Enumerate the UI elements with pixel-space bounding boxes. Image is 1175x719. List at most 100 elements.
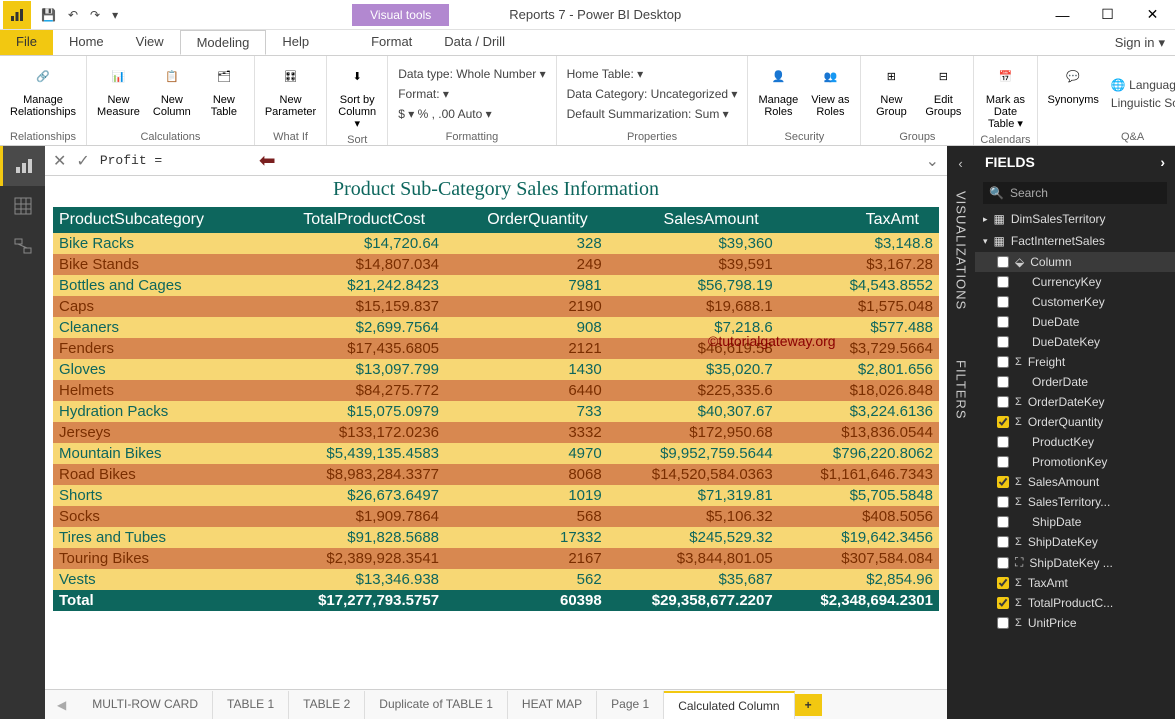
formula-expand-button[interactable]: ⌄ xyxy=(926,151,939,171)
view-as-roles-button[interactable]: 👥View as Roles xyxy=(806,58,854,129)
field-checkbox[interactable] xyxy=(997,316,1009,328)
field-checkbox[interactable] xyxy=(997,557,1009,569)
column-header[interactable]: OrderQuantity xyxy=(445,207,608,233)
redo-icon[interactable]: ↷ xyxy=(86,6,104,24)
mark-date-table-button[interactable]: 📅Mark as Date Table ▾ xyxy=(980,58,1030,132)
field-checkbox[interactable] xyxy=(997,296,1009,308)
field-item[interactable]: OrderDate xyxy=(975,372,1175,392)
table-row[interactable]: Shorts$26,673.64971019$71,319.81$5,705.5… xyxy=(53,485,939,506)
field-item[interactable]: ΣTaxAmt xyxy=(975,573,1175,593)
field-checkbox[interactable] xyxy=(997,496,1009,508)
field-item[interactable]: ProductKey xyxy=(975,432,1175,452)
save-icon[interactable]: 💾 xyxy=(37,6,60,24)
table-row[interactable]: Tires and Tubes$91,828.568817332$245,529… xyxy=(53,527,939,548)
datacategory-dropdown[interactable]: Data Category: Uncategorized ▾ xyxy=(563,86,742,102)
column-header[interactable]: TotalProductCost xyxy=(255,207,445,233)
field-item[interactable]: DueDateKey xyxy=(975,332,1175,352)
datadrill-tab[interactable]: Data / Drill xyxy=(428,30,521,55)
table-row[interactable]: Road Bikes$8,983,284.33778068$14,520,584… xyxy=(53,464,939,485)
page-tab[interactable]: HEAT MAP xyxy=(508,691,597,719)
manage-relationships-button[interactable]: 🔗Manage Relationships xyxy=(6,58,80,129)
table-item[interactable]: ▾▦FactInternetSales xyxy=(975,230,1175,252)
field-checkbox[interactable] xyxy=(997,356,1009,368)
page-tab[interactable]: TABLE 1 xyxy=(213,691,289,719)
field-item[interactable]: ΣFreight xyxy=(975,352,1175,372)
currency-controls[interactable]: $ ▾ % , .00 Auto ▾ xyxy=(394,106,549,122)
pagetabs-prev-icon[interactable]: ◀ xyxy=(45,698,78,712)
report-canvas[interactable]: Product Sub-Category Sales Information P… xyxy=(45,176,947,689)
table-row[interactable]: Hydration Packs$15,075.0979733$40,307.67… xyxy=(53,401,939,422)
page-tab[interactable]: Page 1 xyxy=(597,691,664,719)
table-row[interactable]: Bottles and Cages$21,242.84237981$56,798… xyxy=(53,275,939,296)
language-dropdown[interactable]: 🌐 Language ▾ xyxy=(1107,77,1175,93)
view-tab[interactable]: View xyxy=(120,30,180,55)
datatype-dropdown[interactable]: Data type: Whole Number ▾ xyxy=(394,66,549,82)
field-checkbox[interactable] xyxy=(997,256,1009,268)
table-row[interactable]: Touring Bikes$2,389,928.35412167$3,844,8… xyxy=(53,548,939,569)
file-menu[interactable]: File xyxy=(0,30,53,55)
field-item[interactable]: ⬙Column xyxy=(975,252,1175,272)
page-tab[interactable]: TABLE 2 xyxy=(289,691,365,719)
field-item[interactable]: CurrencyKey xyxy=(975,272,1175,292)
column-header[interactable]: TaxAmt xyxy=(779,207,939,233)
field-checkbox[interactable] xyxy=(997,376,1009,388)
table-row[interactable]: Bike Stands$14,807.034249$39,591$3,167.2… xyxy=(53,254,939,275)
new-group-button[interactable]: ⊞New Group xyxy=(867,58,915,129)
maximize-button[interactable]: ☐ xyxy=(1085,0,1130,30)
column-header[interactable]: ProductSubcategory xyxy=(53,207,255,233)
sort-by-column-button[interactable]: ⬇Sort by Column ▾ xyxy=(333,58,381,132)
new-parameter-button[interactable]: 🎛New Parameter xyxy=(261,58,320,129)
chevron-right-icon[interactable]: › xyxy=(1160,154,1165,170)
manage-roles-button[interactable]: 👤Manage Roles xyxy=(754,58,802,129)
field-checkbox[interactable] xyxy=(997,456,1009,468)
page-tab[interactable]: Calculated Column xyxy=(664,691,794,719)
field-item[interactable]: ΣOrderDateKey xyxy=(975,392,1175,412)
new-measure-button[interactable]: 📊New Measure xyxy=(93,58,144,129)
field-checkbox[interactable] xyxy=(997,516,1009,528)
table-row[interactable]: Mountain Bikes$5,439,135.45834970$9,952,… xyxy=(53,443,939,464)
home-tab[interactable]: Home xyxy=(53,30,120,55)
table-row[interactable]: Vests$13,346.938562$35,687$2,854.96 xyxy=(53,569,939,590)
synonyms-button[interactable]: 💬Synonyms xyxy=(1044,58,1103,129)
field-item[interactable]: ΣUnitPrice xyxy=(975,613,1175,633)
field-checkbox[interactable] xyxy=(997,577,1009,589)
hometable-dropdown[interactable]: Home Table: ▾ xyxy=(563,66,742,82)
data-view-button[interactable] xyxy=(0,186,45,226)
field-checkbox[interactable] xyxy=(997,536,1009,548)
page-tab[interactable]: Duplicate of TABLE 1 xyxy=(365,691,508,719)
field-item[interactable]: ΣShipDateKey xyxy=(975,532,1175,552)
field-checkbox[interactable] xyxy=(997,597,1009,609)
new-column-button[interactable]: 📋New Column xyxy=(148,58,196,129)
table-item[interactable]: ▸▦DimSalesTerritory xyxy=(975,208,1175,230)
table-row[interactable]: Socks$1,909.7864568$5,106.32$408.5056 xyxy=(53,506,939,527)
visualizations-pane-collapsed[interactable]: ‹ VISUALIZATIONS FILTERS xyxy=(947,146,975,719)
field-checkbox[interactable] xyxy=(997,416,1009,428)
field-item[interactable]: ShipDate xyxy=(975,512,1175,532)
close-button[interactable]: ✕ xyxy=(1130,0,1175,30)
linguistic-schema-dropdown[interactable]: Linguistic Schema ▾ xyxy=(1107,95,1175,111)
format-dropdown[interactable]: Format: ▾ xyxy=(394,86,549,102)
page-tab[interactable]: MULTI-ROW CARD xyxy=(78,691,213,719)
fields-search[interactable]: 🔍 Search xyxy=(983,182,1167,204)
model-view-button[interactable] xyxy=(0,226,45,266)
field-checkbox[interactable] xyxy=(997,336,1009,348)
field-checkbox[interactable] xyxy=(997,617,1009,629)
qat-dropdown-icon[interactable]: ▾ xyxy=(108,6,122,24)
field-item[interactable]: ΣOrderQuantity xyxy=(975,412,1175,432)
table-row[interactable]: Helmets$84,275.7726440$225,335.6$18,026.… xyxy=(53,380,939,401)
help-tab[interactable]: Help xyxy=(266,30,325,55)
field-item[interactable]: ⛶ShipDateKey ... xyxy=(975,552,1175,573)
column-header[interactable]: SalesAmount xyxy=(608,207,779,233)
summarization-dropdown[interactable]: Default Summarization: Sum ▾ xyxy=(563,106,742,122)
add-page-button[interactable]: + xyxy=(795,694,822,716)
field-item[interactable]: CustomerKey xyxy=(975,292,1175,312)
minimize-button[interactable]: — xyxy=(1040,0,1085,30)
field-item[interactable]: DueDate xyxy=(975,312,1175,332)
new-table-button[interactable]: 🗂New Table xyxy=(200,58,248,129)
field-checkbox[interactable] xyxy=(997,476,1009,488)
table-row[interactable]: Bike Racks$14,720.64328$39,360$3,148.8 xyxy=(53,233,939,254)
undo-icon[interactable]: ↶ xyxy=(64,6,82,24)
signin-button[interactable]: Sign in▾ xyxy=(1105,30,1175,55)
edit-groups-button[interactable]: ⊟Edit Groups xyxy=(919,58,967,129)
table-row[interactable]: Jerseys$133,172.02363332$172,950.68$13,8… xyxy=(53,422,939,443)
